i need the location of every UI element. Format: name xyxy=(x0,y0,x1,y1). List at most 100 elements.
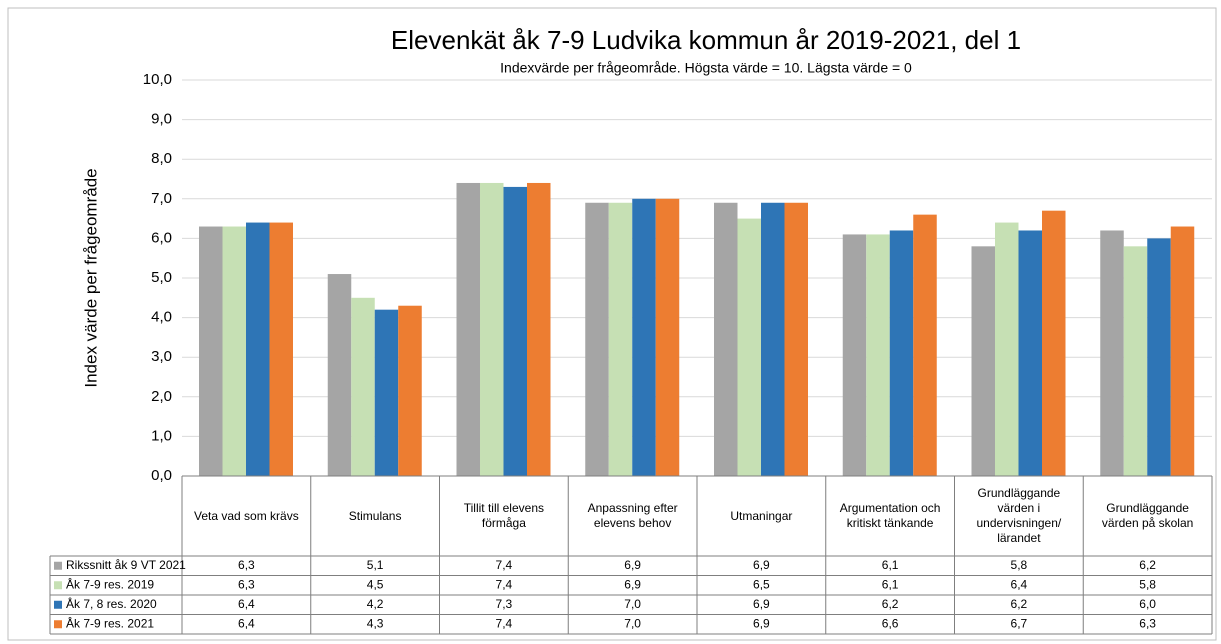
chart-title: Elevenkät åk 7-9 Ludvika kommun år 2019-… xyxy=(391,25,1021,55)
legend-swatch xyxy=(54,581,62,590)
bar xyxy=(655,198,680,477)
data-label: 5,8 xyxy=(1011,558,1028,572)
data-label: 7,4 xyxy=(496,558,513,572)
bar xyxy=(971,246,995,476)
y-tick-label: 2,0 xyxy=(151,388,172,405)
data-label: 7,0 xyxy=(624,597,641,611)
data-label: 6,3 xyxy=(238,558,255,572)
data-label: 6,9 xyxy=(624,558,641,572)
x-tick-label: Argumentation och kritiskt tänkande xyxy=(839,501,941,530)
data-label: 6,2 xyxy=(1139,558,1156,572)
data-label: 6,4 xyxy=(238,597,255,611)
category-cell: Tillit till elevens förmåga xyxy=(463,501,544,530)
bar xyxy=(222,226,246,476)
data-label: 7,0 xyxy=(624,616,641,630)
data-label: 6,2 xyxy=(1011,597,1028,611)
data-label: 6,3 xyxy=(238,577,255,591)
legend-label: Åk 7-9 res. 2021 xyxy=(66,615,154,630)
data-label: 6,9 xyxy=(753,558,770,572)
bar xyxy=(199,226,223,476)
data-label: 6,4 xyxy=(1011,577,1028,591)
legend-swatch xyxy=(54,600,62,609)
bar xyxy=(398,305,422,476)
bar xyxy=(351,297,375,476)
category-cell: Grundläggande värden på skolan xyxy=(1101,501,1194,530)
x-tick-label: Utmaningar xyxy=(730,508,793,523)
bar xyxy=(503,186,527,477)
data-label: 6,9 xyxy=(624,577,641,591)
y-axis-label: Index värde per frågeområde xyxy=(81,168,100,387)
bar xyxy=(585,202,609,476)
category-cell: Anpassning efter elevens behov xyxy=(587,501,678,530)
bar xyxy=(1018,230,1042,476)
bar xyxy=(889,230,914,476)
bar xyxy=(456,182,480,476)
category-cell: Utmaningar xyxy=(730,508,793,523)
y-tick-label: 9,0 xyxy=(151,111,172,128)
y-tick-label: 5,0 xyxy=(151,269,172,286)
category-cell: Grundläggande värden i undervisningen/ l… xyxy=(976,486,1062,545)
bar xyxy=(608,202,633,476)
legend-swatch xyxy=(54,620,62,629)
x-tick-label: Veta vad som krävs xyxy=(194,508,299,523)
bar xyxy=(1123,246,1148,476)
bar xyxy=(246,222,270,476)
bar xyxy=(527,182,551,476)
bar xyxy=(995,222,1019,476)
y-tick-label: 4,0 xyxy=(151,309,172,326)
bar xyxy=(327,274,352,476)
bar xyxy=(1170,226,1195,476)
data-label: 6,6 xyxy=(882,616,899,630)
bar xyxy=(866,234,890,476)
data-label: 4,3 xyxy=(367,616,384,630)
legend-label: Rikssnitt åk 9 VT 2021 xyxy=(66,558,186,572)
data-label: 6,4 xyxy=(238,616,255,630)
data-label: 6,1 xyxy=(882,558,899,572)
y-tick-label: 0,0 xyxy=(151,467,172,484)
bar xyxy=(632,198,656,477)
data-label: 6,1 xyxy=(882,577,899,591)
bar xyxy=(714,202,738,476)
bar xyxy=(374,309,399,476)
data-label: 5,1 xyxy=(367,558,384,572)
bar xyxy=(1042,210,1066,476)
data-label: 6,9 xyxy=(753,616,770,630)
bar xyxy=(269,222,293,476)
y-tick-label: 10,0 xyxy=(143,71,172,88)
bar xyxy=(480,182,504,476)
y-tick-label: 7,0 xyxy=(151,190,172,207)
x-tick-label: Tillit till elevens förmåga xyxy=(463,501,544,530)
bar xyxy=(1100,230,1124,476)
y-tick-label: 6,0 xyxy=(151,229,172,246)
x-tick-label: Grundläggande värden på skolan xyxy=(1101,501,1194,530)
legend-label: Åk 7-9 res. 2019 xyxy=(66,576,154,591)
data-label: 4,2 xyxy=(367,597,384,611)
y-tick-label: 3,0 xyxy=(151,348,172,365)
data-label: 6,2 xyxy=(882,597,899,611)
legend-label: Åk 7, 8 res. 2020 xyxy=(66,596,157,611)
category-cell: Stimulans xyxy=(348,508,402,523)
data-label: 7,4 xyxy=(496,577,513,591)
category-cell: Veta vad som krävs xyxy=(194,508,299,523)
category-cell: Argumentation och kritiskt tänkande xyxy=(839,501,941,530)
x-tick-label: Grundläggande värden i undervisningen/ l… xyxy=(976,486,1062,545)
data-label: 6,7 xyxy=(1011,616,1028,630)
chart-subtitle: Indexvärde per frågeområde. Högsta värde… xyxy=(500,60,912,76)
bar xyxy=(761,202,785,476)
bar xyxy=(913,214,937,476)
data-label: 6,5 xyxy=(753,577,770,591)
data-label: 5,8 xyxy=(1139,577,1156,591)
x-tick-label: Stimulans xyxy=(348,508,402,523)
data-label: 6,0 xyxy=(1139,597,1156,611)
bar xyxy=(1147,238,1171,476)
y-tick-label: 1,0 xyxy=(151,427,172,444)
data-label: 7,3 xyxy=(496,597,513,611)
bar xyxy=(737,218,761,476)
data-label: 4,5 xyxy=(367,577,384,591)
x-tick-label: Anpassning efter elevens behov xyxy=(587,501,678,530)
data-label: 6,9 xyxy=(753,597,770,611)
legend-swatch xyxy=(54,561,62,570)
y-tick-label: 8,0 xyxy=(151,150,172,167)
bar xyxy=(784,202,808,476)
